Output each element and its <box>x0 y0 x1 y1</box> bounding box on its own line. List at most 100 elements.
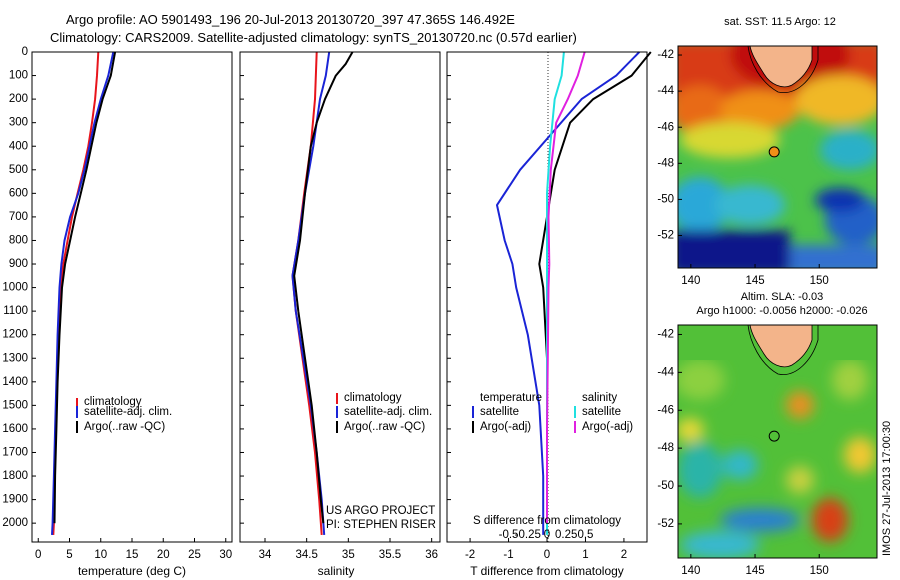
sst-map-frame <box>677 45 878 269</box>
legend-label-s-argo: Argo(-adj) <box>582 421 633 433</box>
x-tick-label: 35 <box>342 549 355 561</box>
x-tick-label: -2 <box>465 549 475 561</box>
sst-map-y-ticks: -42 -44 -46 -48 -50 -52 <box>657 49 682 242</box>
s-difference-label: S difference from climatology <box>473 515 621 527</box>
salinity-xlabel: salinity <box>318 564 355 578</box>
salinity-lines <box>291 51 354 535</box>
x-tick-label: -1 <box>503 549 513 561</box>
pi-label: PI: STEPHEN RISER <box>326 519 436 531</box>
sla-map-y-ticks: -42 -44 -46 -48 -50 -52 <box>657 329 682 530</box>
legend-label-satellite: satellite-adj. clim. <box>84 406 172 418</box>
depth-tick-label: 2000 <box>2 517 28 529</box>
salinity-legend: climatology satellite-adj. clim. Argo(..… <box>336 392 432 433</box>
tasmania-land <box>749 46 813 88</box>
depth-tick-label: 0 <box>22 46 28 58</box>
sst-field <box>678 46 877 268</box>
depth-tick-label: 400 <box>9 140 28 152</box>
map-x-tick-label: 145 <box>745 275 764 287</box>
sla-map: Altim. SLA: -0.03 Argo h1000: -0.0056 h2… <box>657 291 878 577</box>
s-difference-tick-label: -0.25 <box>515 529 541 541</box>
t-difference-x-ticks: -2 -1 0 1 2 <box>447 51 627 561</box>
legend-label-t-argo: Argo(-adj) <box>480 421 531 433</box>
salinity-panel: 34 34.5 35 35.5 36 salinity climatology sate… <box>239 51 441 578</box>
project-label: US ARGO PROJECT <box>326 505 435 517</box>
depth-tick-label: 300 <box>9 117 28 129</box>
depth-tick-label: 1500 <box>2 399 28 411</box>
x-tick-label: 5 <box>66 549 72 561</box>
x-tick-label: 0 <box>544 549 550 561</box>
map-y-tick-label: -42 <box>657 329 674 341</box>
map-x-tick-label: 150 <box>810 275 829 287</box>
sst-map: sat. SST: 11.5 Argo: 12 <box>657 16 878 287</box>
difference-lines <box>496 51 652 535</box>
depth-tick-label: 1300 <box>2 352 28 364</box>
sla-map-x-ticks: 140 145 150 <box>681 554 829 577</box>
x-tick-label: 30 <box>219 549 232 561</box>
difference-legend: temperature salinity satellite Argo(-adj… <box>472 392 633 433</box>
x-tick-label: 34.5 <box>295 549 317 561</box>
depth-tick-label: 1100 <box>3 305 28 317</box>
depth-tick-label: 900 <box>9 258 28 270</box>
legend-label-argo: Argo(..raw -QC) <box>344 421 425 433</box>
series-line-argo-adj <box>546 51 586 524</box>
map-y-tick-label: -50 <box>657 193 674 205</box>
s-difference-ticks: -0.5-0.25 0 0.25 0.5 <box>499 529 594 541</box>
x-tick-label: 35.5 <box>379 549 401 561</box>
x-tick-label: 15 <box>126 549 139 561</box>
x-tick-label: 34 <box>259 549 272 561</box>
legend-label-t-satellite: satellite <box>480 406 519 418</box>
map-x-tick-label: 145 <box>745 565 764 577</box>
legend-label-climatology: climatology <box>344 392 402 404</box>
depth-tick-label: 800 <box>9 234 28 246</box>
depth-tick-label: 1000 <box>2 282 28 294</box>
map-y-tick-label: -44 <box>657 366 674 378</box>
map-y-tick-label: -48 <box>657 157 674 169</box>
depth-tick-label: 1200 <box>2 329 28 341</box>
series-line-argo-raw-qc <box>53 51 117 524</box>
depth-tick-label: 1600 <box>2 423 28 435</box>
salinity-x-ticks: 34 34.5 35 35.5 36 <box>240 51 438 561</box>
series-line-satellite-adj-clim <box>51 51 115 535</box>
depth-tick-label: 1700 <box>2 447 28 459</box>
depth-ticks: 0 100 200 300 400 500 600 700 800 900 1000 1100 1200… <box>2 46 36 529</box>
s-difference-tick-label: 0 <box>544 529 550 541</box>
temperature-xlabel: temperature (deg C) <box>78 564 186 578</box>
depth-tick-label: 1400 <box>2 376 28 388</box>
x-tick-label: 1 <box>582 549 588 561</box>
map-y-tick-label: -46 <box>657 121 674 133</box>
x-tick-label: 20 <box>157 549 170 561</box>
depth-tick-label: 100 <box>9 70 28 82</box>
series-line-argo-raw-qc <box>293 51 354 524</box>
figure-title-line2: Climatology: CARS2009. Satellite-adjuste… <box>50 30 577 45</box>
sla-map-frame <box>677 324 878 559</box>
map-y-tick-label: -46 <box>657 404 674 416</box>
sla-map-subtitle: Argo h1000: -0.0056 h2000: -0.026 <box>696 305 867 317</box>
figure-title-line1: Argo profile: AO 5901493_196 20-Jul-2013… <box>66 12 515 27</box>
depth-tick-label: 500 <box>9 164 28 176</box>
map-x-tick-label: 150 <box>810 565 829 577</box>
map-x-tick-label: 140 <box>681 275 700 287</box>
depth-tick-label: 200 <box>9 93 28 105</box>
legend-header-salinity: salinity <box>582 392 617 404</box>
difference-panel: -2 -1 0 1 2 -0.5-0.25 0 0.25 0.5 S difference f… <box>446 51 652 578</box>
map-y-tick-label: -52 <box>657 518 674 530</box>
coast-contour <box>747 46 819 93</box>
map-y-tick-label: -50 <box>657 480 674 492</box>
legend-header-temperature: temperature <box>480 392 542 404</box>
depth-tick-label: 700 <box>9 211 28 223</box>
series-line-satellite-adj-clim <box>291 51 331 535</box>
t-difference-xlabel: T difference from climatology <box>470 564 624 578</box>
temperature-legend: climatology satellite-adj. clim. Argo(..… <box>76 396 172 433</box>
temperature-lines <box>51 51 117 535</box>
x-tick-label: 25 <box>188 549 201 561</box>
coast-contour <box>747 325 819 375</box>
s-difference-tick-label: -0.5 <box>499 529 519 541</box>
map-y-tick-label: -52 <box>657 230 674 242</box>
sla-map-title: Altim. SLA: -0.03 <box>741 291 824 303</box>
map-y-tick-label: -42 <box>657 49 674 61</box>
temperature-panel: 0100200300400500600700800900100011001200… <box>2 46 233 578</box>
salinity-axes-frame <box>239 51 441 543</box>
legend-label-argo: Argo(..raw -QC) <box>84 421 165 433</box>
argo-location-marker <box>768 430 780 442</box>
sst-map-x-ticks: 140 145 150 <box>681 264 829 287</box>
